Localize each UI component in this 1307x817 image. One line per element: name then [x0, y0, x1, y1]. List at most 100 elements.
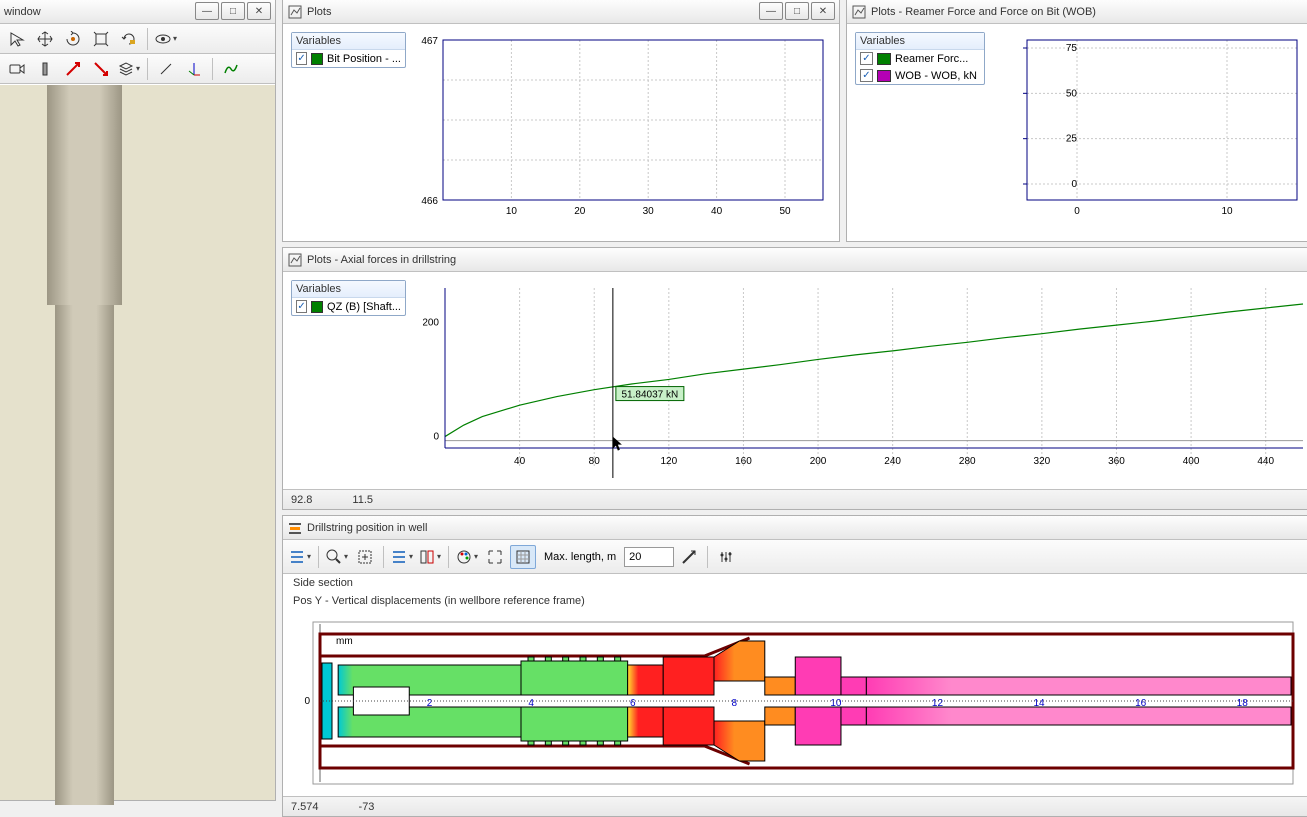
arrow-red-icon[interactable] [60, 57, 86, 81]
expand-icon[interactable] [482, 545, 508, 569]
svg-text:120: 120 [660, 456, 677, 467]
rotate-icon[interactable] [60, 27, 86, 51]
zoom-fit-icon[interactable] [88, 27, 114, 51]
svg-text:440: 440 [1257, 456, 1274, 467]
plots1-title: Plots [307, 6, 331, 18]
drillstring-title-bar[interactable]: Drillstring position in well [283, 516, 1307, 540]
axial-variables: Variables ✓ QZ (B) [Shaft... [291, 280, 406, 316]
svg-text:8: 8 [732, 698, 738, 709]
axial-chart[interactable]: 40801201602002402803203604004400200 51.8… [423, 278, 1307, 488]
color-swatch [877, 70, 891, 82]
drillstring-title: Drillstring position in well [307, 522, 427, 534]
plots1-variables: Variables ✓ Bit Position - ... [291, 32, 406, 68]
svg-text:50: 50 [779, 206, 791, 217]
axial-panel: Plots - Axial forces in drillstring Vari… [282, 247, 1307, 510]
axial-title: Plots - Axial forces in drillstring [307, 254, 456, 266]
view3d-panel: window — □ ✕ ▾ ▾ [0, 0, 276, 801]
drillstring-status-x: 7.574 [291, 801, 319, 813]
svg-text:320: 320 [1034, 456, 1051, 467]
refresh-lock-icon[interactable] [116, 27, 142, 51]
variable-row[interactable]: ✓ QZ (B) [Shaft... [292, 298, 405, 315]
svg-text:360: 360 [1108, 456, 1125, 467]
plots2-chart[interactable]: 0255075010 [997, 30, 1307, 225]
svg-text:0: 0 [304, 696, 310, 707]
max-length-input[interactable] [624, 547, 674, 567]
plot-icon [287, 252, 303, 268]
view3d-toolbar-2: ▾ [0, 54, 275, 84]
svg-text:80: 80 [589, 456, 601, 467]
minimize-button[interactable]: — [759, 2, 783, 20]
list2-icon[interactable]: ▾ [389, 545, 415, 569]
camera-icon[interactable] [4, 57, 30, 81]
drillstring-diagram[interactable]: 0mm24681012141618 [293, 616, 1298, 791]
apply-icon[interactable] [676, 545, 702, 569]
svg-text:0: 0 [1074, 206, 1080, 217]
plots2-variables: Variables ✓ Reamer Forc... ✓ WOB - WOB, … [855, 32, 985, 85]
plots1-chart[interactable]: 4674661020304050 [413, 30, 833, 225]
fit-icon[interactable] [352, 545, 378, 569]
select-icon[interactable] [4, 27, 30, 51]
checkbox-icon[interactable]: ✓ [296, 300, 307, 313]
svg-text:400: 400 [1183, 456, 1200, 467]
variable-label: QZ (B) [Shaft... [327, 301, 401, 313]
maximize-button[interactable]: □ [221, 2, 245, 20]
layers-icon[interactable]: ▾ [116, 57, 142, 81]
axial-status-bar: 92.8 11.5 [283, 489, 1307, 509]
axes-icon[interactable] [181, 57, 207, 81]
view3d-viewport[interactable] [0, 85, 275, 800]
drillstring-toolbar: ▾ ▾ ▾ ▾ ▾ Max. length, m [283, 540, 1307, 574]
zoom-icon[interactable]: ▾ [324, 545, 350, 569]
curve-icon[interactable] [218, 57, 244, 81]
close-button[interactable]: ✕ [811, 2, 835, 20]
svg-text:51.84037 kN: 51.84037 kN [622, 390, 679, 401]
axial-title-bar[interactable]: Plots - Axial forces in drillstring [283, 248, 1307, 272]
variable-label: WOB - WOB, kN [895, 70, 977, 82]
variable-label: Reamer Forc... [895, 53, 968, 65]
view3d-title-bar[interactable]: window — □ ✕ [0, 0, 275, 24]
svg-text:10: 10 [1221, 206, 1233, 217]
plots1-title-bar[interactable]: Plots — □ ✕ [283, 0, 839, 24]
checkbox-icon[interactable]: ✓ [860, 52, 873, 65]
svg-text:466: 466 [421, 196, 438, 207]
axial-status-x: 92.8 [291, 494, 312, 506]
grid-icon[interactable] [510, 545, 536, 569]
svg-text:200: 200 [423, 317, 439, 328]
brush-icon[interactable] [153, 57, 179, 81]
view3d-toolbar-1: ▾ [0, 24, 275, 54]
cylinder-icon[interactable] [32, 57, 58, 81]
palette-icon[interactable]: ▾ [454, 545, 480, 569]
variables-header: Variables [292, 281, 405, 298]
plots2-title: Plots - Reamer Force and Force on Bit (W… [871, 6, 1096, 18]
plot-icon [287, 4, 303, 20]
drillstring-subtitle2: Pos Y - Vertical displacements (in wellb… [283, 592, 1307, 613]
svg-text:10: 10 [506, 206, 518, 217]
svg-text:20: 20 [574, 206, 586, 217]
plot-icon [851, 4, 867, 20]
view3d-title: window [4, 6, 41, 18]
variable-row[interactable]: ✓ Reamer Forc... [856, 50, 984, 67]
maximize-button[interactable]: □ [785, 2, 809, 20]
variable-row[interactable]: ✓ WOB - WOB, kN [856, 67, 984, 84]
layout-icon[interactable]: ▾ [417, 545, 443, 569]
variables-header: Variables [856, 33, 984, 50]
svg-text:160: 160 [735, 456, 752, 467]
arrow-red2-icon[interactable] [88, 57, 114, 81]
pan-icon[interactable] [32, 27, 58, 51]
svg-text:30: 30 [643, 206, 655, 217]
list-icon[interactable]: ▾ [287, 545, 313, 569]
checkbox-icon[interactable]: ✓ [860, 69, 873, 82]
drillstring-subtitle1: Side section [283, 574, 1307, 592]
svg-text:mm: mm [336, 636, 353, 647]
visibility-icon[interactable]: ▾ [153, 27, 179, 51]
settings-icon[interactable] [713, 545, 739, 569]
color-swatch [311, 53, 323, 65]
checkbox-icon[interactable]: ✓ [296, 52, 307, 65]
color-swatch [311, 301, 323, 313]
variable-row[interactable]: ✓ Bit Position - ... [292, 50, 405, 67]
plots2-title-bar[interactable]: Plots - Reamer Force and Force on Bit (W… [847, 0, 1307, 24]
drillstring-status-bar: 7.574 -73 [283, 796, 1307, 816]
close-button[interactable]: ✕ [247, 2, 271, 20]
drillstring-icon [287, 520, 303, 536]
svg-text:240: 240 [884, 456, 901, 467]
minimize-button[interactable]: — [195, 2, 219, 20]
